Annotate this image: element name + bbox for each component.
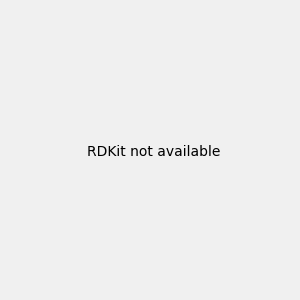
Text: RDKit not available: RDKit not available — [87, 145, 220, 158]
